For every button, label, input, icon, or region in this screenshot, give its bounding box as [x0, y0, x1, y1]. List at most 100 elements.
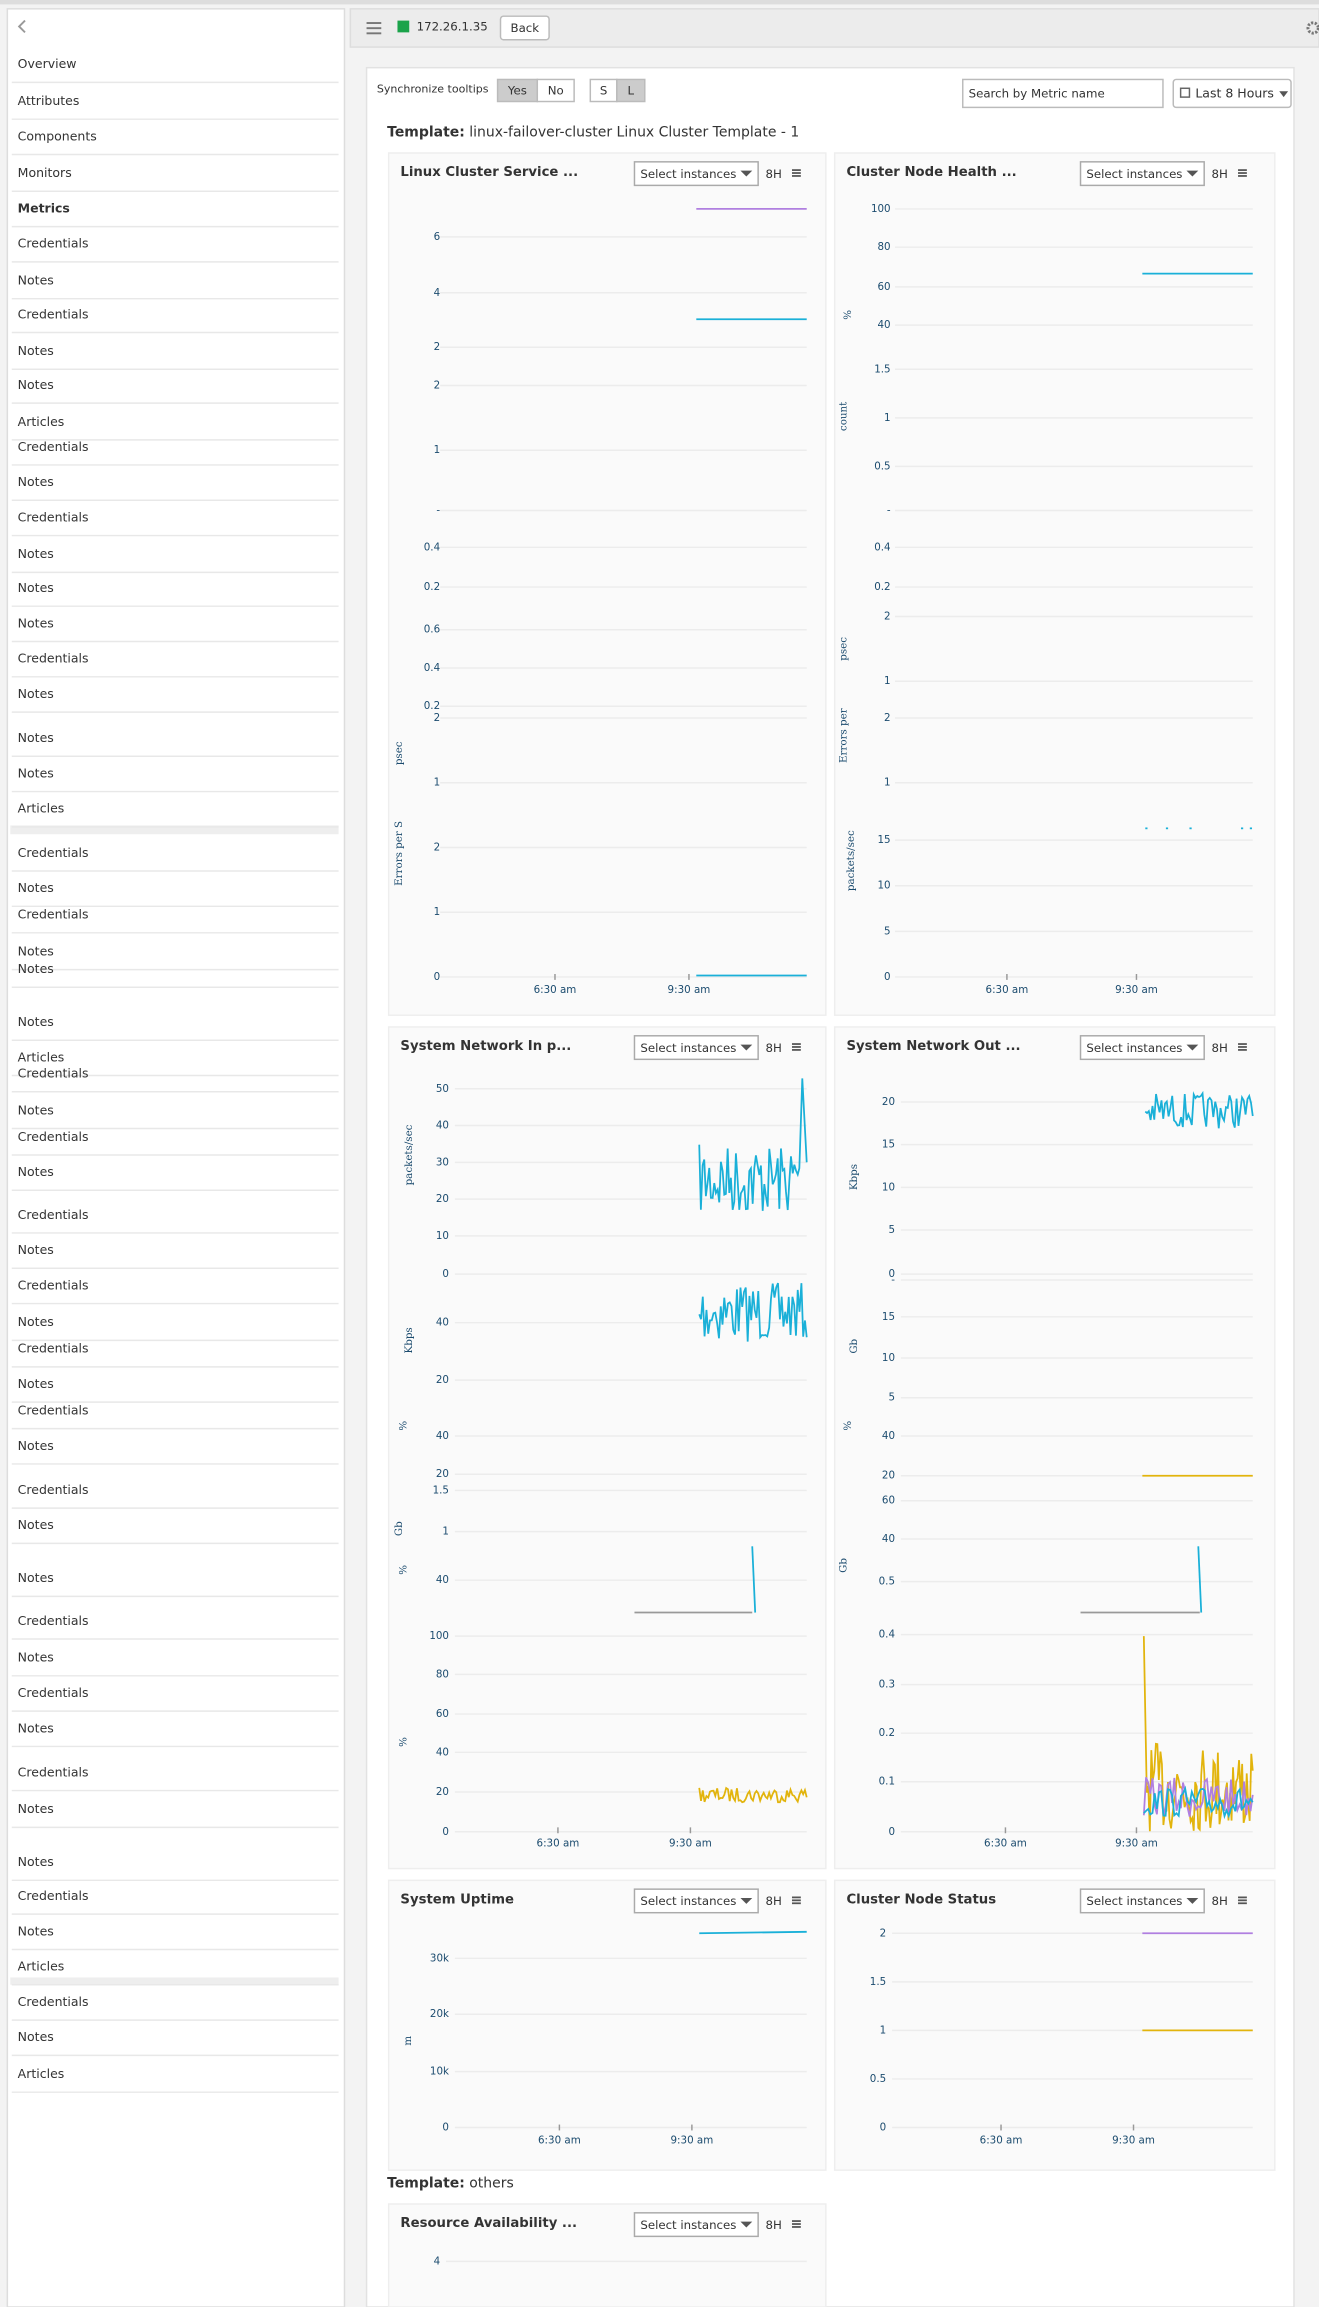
sidebar-item[interactable]: Notes: [18, 961, 54, 976]
sidebar-item[interactable]: Credentials: [18, 1613, 89, 1628]
instance-select[interactable]: [1079, 1888, 1205, 1914]
axis-label: m: [402, 2036, 414, 2046]
sidebar-item[interactable]: Credentials: [18, 1685, 89, 1700]
x-tick-label: 9:30 am: [669, 1838, 712, 1850]
sidebar-item[interactable]: Credentials: [18, 1764, 89, 1779]
axis-label: packets/sec: [845, 830, 857, 891]
sidebar-item[interactable]: Notes: [18, 343, 54, 358]
range-dropdown[interactable]: [1172, 78, 1292, 109]
sidebar-item[interactable]: Credentials: [18, 907, 89, 922]
y-tick-label: 2: [434, 341, 441, 353]
sidebar-item[interactable]: Credentials: [18, 1994, 89, 2009]
sidebar-item[interactable]: Notes: [18, 2029, 54, 2044]
sidebar-item[interactable]: Credentials: [18, 1207, 89, 1222]
instance-select-label: Select instances: [640, 2218, 736, 2232]
sidebar-item[interactable]: Credentials: [18, 651, 89, 666]
sidebar-item[interactable]: Articles: [18, 801, 65, 816]
sidebar-item[interactable]: Notes: [18, 1438, 54, 1453]
sidebar-item[interactable]: Notes: [18, 943, 54, 958]
sidebar-item[interactable]: Credentials: [18, 236, 89, 251]
y-tick-label: -: [891, 1274, 895, 1286]
sidebar-item[interactable]: Notes: [18, 1923, 54, 1938]
instance-select[interactable]: [1079, 1035, 1205, 1061]
instance-select[interactable]: [633, 161, 759, 187]
sidebar-item[interactable]: Credentials: [18, 439, 89, 454]
search-input[interactable]: [962, 78, 1164, 109]
sidebar-item[interactable]: Notes: [18, 474, 54, 489]
y-tick-label: 0.2: [874, 581, 890, 593]
instance-select[interactable]: [633, 2212, 759, 2238]
settings-icon[interactable]: [1306, 21, 1319, 35]
sidebar-item[interactable]: Notes: [18, 1314, 54, 1329]
sidebar-item[interactable]: Credentials: [18, 845, 89, 860]
sidebar-item[interactable]: Metrics: [18, 200, 70, 215]
sidebar-item[interactable]: Notes: [18, 1164, 54, 1179]
sidebar-item[interactable]: Notes: [18, 615, 54, 630]
list-icon: [1238, 1043, 1247, 1045]
sidebar-item[interactable]: Notes: [18, 1376, 54, 1391]
sidebar-item[interactable]: Credentials: [18, 1129, 89, 1144]
sidebar-item[interactable]: Notes: [18, 1014, 54, 1029]
panel-title: System Uptime: [400, 1892, 514, 1907]
sidebar-item[interactable]: Notes: [18, 686, 54, 701]
y-tick-label: 0.3: [879, 1679, 895, 1691]
sidebar-item[interactable]: Notes: [18, 1102, 54, 1117]
menu-icon[interactable]: [366, 22, 382, 35]
sidebar-item[interactable]: Notes: [18, 1720, 54, 1735]
sidebar-item[interactable]: Notes: [18, 1570, 54, 1585]
sidebar-item[interactable]: Notes: [18, 546, 54, 561]
instance-select-label: Select instances: [640, 1894, 736, 1908]
sidebar-item[interactable]: Articles: [18, 1049, 65, 1064]
sidebar-item[interactable]: Credentials: [18, 306, 89, 321]
sidebar-item[interactable]: Monitors: [18, 165, 72, 180]
y-tick-label: 2: [434, 379, 441, 391]
sidebar-item[interactable]: Credentials: [18, 1888, 89, 1903]
list-icon: [1238, 1896, 1247, 1899]
sidebar-item[interactable]: Articles: [18, 2066, 65, 2081]
sidebar-item[interactable]: Notes: [18, 580, 54, 595]
sidebar-item[interactable]: Notes: [18, 765, 54, 780]
sidebar-item[interactable]: Notes: [18, 273, 54, 288]
l-button[interactable]: [616, 78, 646, 103]
collapse-icon[interactable]: [17, 19, 26, 34]
axis-label: Kbps: [403, 1327, 415, 1353]
sidebar-item[interactable]: Credentials: [18, 1402, 89, 1417]
sidebar-item[interactable]: Credentials: [18, 509, 89, 524]
sidebar-item[interactable]: Attributes: [18, 93, 80, 108]
instance-select[interactable]: [1079, 161, 1205, 187]
axis-label: packets/sec: [403, 1124, 415, 1185]
template-name: others: [469, 2175, 514, 2191]
y-tick-label: 1.5: [874, 363, 890, 375]
sidebar-item[interactable]: Notes: [18, 1650, 54, 1665]
sidebar-item[interactable]: Notes: [18, 1801, 54, 1816]
y-tick-label: 40: [436, 1746, 449, 1758]
sidebar-item[interactable]: Credentials: [18, 1482, 89, 1497]
y-tick-label: 0: [434, 971, 441, 983]
sidebar-item[interactable]: Notes: [18, 880, 54, 895]
sidebar-item[interactable]: Components: [18, 128, 97, 143]
sidebar-item[interactable]: Notes: [18, 377, 54, 392]
no-button[interactable]: [536, 78, 575, 103]
instance-select[interactable]: [633, 1035, 759, 1061]
sidebar-item[interactable]: Credentials: [18, 1066, 89, 1081]
list-icon: [791, 172, 801, 174]
sidebar-item[interactable]: Notes: [18, 1517, 54, 1532]
x-tick-label: 6:30 am: [537, 1838, 580, 1850]
sidebar-item[interactable]: Notes: [18, 1242, 54, 1257]
sidebar-divider: [10, 1977, 339, 1985]
back-button[interactable]: [499, 15, 550, 41]
sidebar-item[interactable]: Articles: [18, 414, 65, 429]
panel-title: System Network In p...: [400, 1039, 571, 1054]
sidebar-item[interactable]: Overview: [18, 56, 77, 71]
select-caret: [1186, 170, 1199, 177]
sidebar-item[interactable]: Notes: [18, 730, 54, 745]
sidebar-item[interactable]: Notes: [18, 1854, 54, 1869]
y-tick-label: 40: [436, 1430, 449, 1442]
sidebar-item[interactable]: Credentials: [18, 1341, 89, 1356]
sidebar-item[interactable]: Credentials: [18, 1277, 89, 1292]
sidebar-item[interactable]: Articles: [18, 1959, 65, 1974]
header-bar: [349, 8, 1319, 48]
metric-panel: System Network In p... Select instances 8H…: [387, 1026, 827, 1870]
instance-select[interactable]: [633, 1888, 759, 1914]
x-tick-label: 6:30 am: [980, 2135, 1023, 2147]
